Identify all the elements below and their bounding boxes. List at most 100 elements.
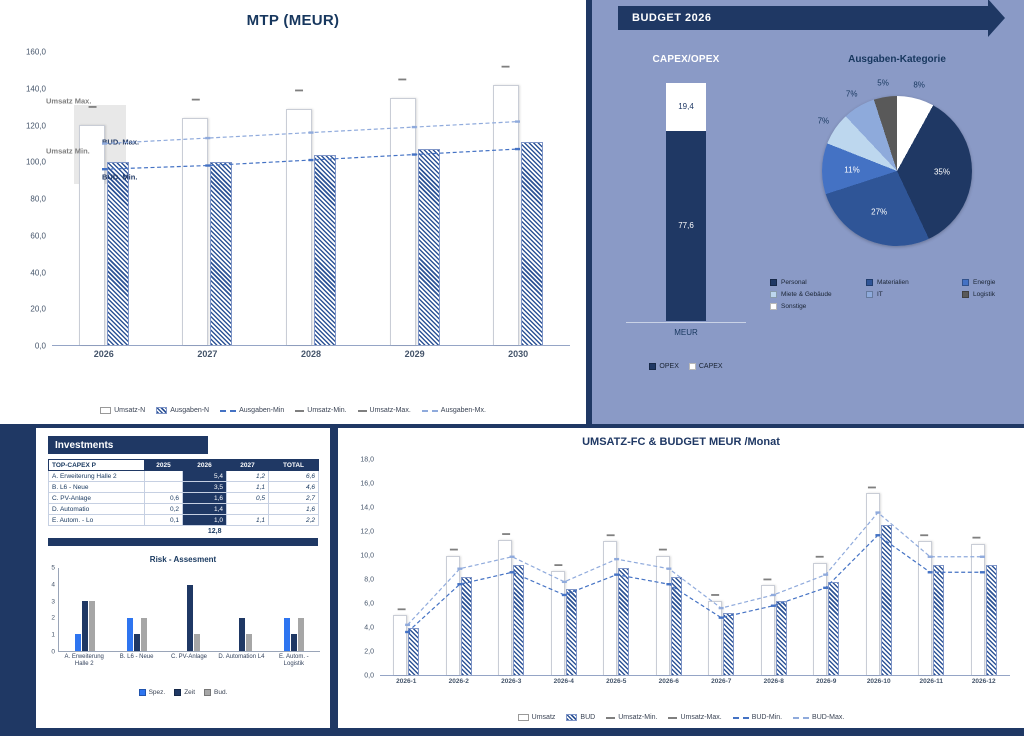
legend-label: Energie (973, 279, 996, 286)
table-cell[interactable]: 4,6 (268, 481, 319, 493)
bar-spez- (127, 617, 134, 651)
x-category-label: E. Autom. - Logistik (278, 654, 309, 667)
ausgaben-pie-chart[interactable]: 8% 35% 27% 11% 7% 7% 5% (790, 73, 1004, 269)
table-cell[interactable]: 0,6 (144, 492, 183, 504)
column-header[interactable]: 2025 (144, 459, 183, 471)
table-cell[interactable]: 1,1 (226, 481, 269, 493)
y-tick-label: 10,0 (360, 552, 374, 560)
x-category-label: 2026-12 (971, 678, 996, 685)
table-cell[interactable]: 0,2 (144, 503, 183, 515)
legend-swatch (174, 689, 182, 696)
table-row: D. Automatio 0,2 1,4 1,6 (48, 503, 319, 515)
capex-opex-chart[interactable]: 19,4 77,6 (666, 83, 706, 321)
table-cell[interactable]: 2,2 (268, 514, 319, 526)
pie-slice-label: 8% (913, 80, 925, 90)
table-cell[interactable]: 1,6 (268, 503, 319, 515)
legend-swatch (566, 714, 578, 721)
column-header[interactable]: TOP-CAPEX P (48, 459, 145, 471)
x-category-label: 2026-6 (658, 678, 679, 685)
legend-label: Bud. (214, 689, 228, 696)
total-cell[interactable] (227, 526, 269, 537)
total-cell[interactable] (269, 526, 319, 537)
y-tick-label: 160,0 (25, 47, 46, 57)
table-cell[interactable] (144, 470, 183, 482)
legend-label: Logistik (973, 291, 996, 298)
mtp-chart[interactable]: 0,0 20,0 40,0 60,0 80,0 100,0 120,0 140,0 160,0 U… (16, 48, 570, 364)
table-cell[interactable]: A. Erweiterung Halle 2 (48, 470, 145, 482)
risk-title: Risk - Assesment (149, 555, 217, 564)
column-header[interactable]: TOTAL (268, 459, 319, 471)
pie-slice-label: 7% (845, 89, 858, 99)
table-cell[interactable]: D. Automatio (48, 503, 145, 515)
line-overlay (397, 486, 985, 634)
table-row: B. L6 - Neue 3,5 1,1 4,6 (48, 481, 319, 493)
risk-assessment-chart[interactable]: 0 1 2 3 4 5 A. Erweiterung Halle 2 B. L6 - Neue… (42, 565, 320, 686)
bar-bud (670, 577, 682, 675)
column-header[interactable]: 2026 (182, 459, 227, 471)
bar-bud (985, 565, 997, 675)
x-category-label: D. Automation L4 (218, 654, 265, 660)
bars (380, 460, 1010, 675)
x-category-label: 2027 (197, 349, 218, 359)
investments-title-bar: Investments (48, 436, 208, 454)
x-category-label: C. PV-Anlage (171, 654, 208, 660)
investments-title: Investments (55, 439, 114, 451)
x-category-label: 2026 (93, 349, 114, 359)
table-cell[interactable]: 1,2 (226, 470, 269, 482)
bar-group (853, 460, 906, 675)
table-cell[interactable] (144, 481, 183, 493)
bar-umsatz-n (182, 117, 209, 345)
table-cell[interactable]: 1,4 (182, 503, 227, 515)
table-cell[interactable]: 5,4 (182, 470, 227, 482)
table-cell[interactable]: B. L6 - Neue (48, 481, 145, 493)
x-category-label: 2028 (300, 349, 321, 359)
legend-swatch (962, 291, 969, 298)
legend-item: Umsatz-Min. (295, 407, 347, 414)
plot-area (58, 568, 320, 652)
table-cell[interactable]: 0,1 (144, 514, 183, 526)
bar-umsatz (393, 615, 408, 675)
table-cell[interactable]: 1,1 (226, 514, 269, 526)
legend-item: Umsatz-N (100, 407, 145, 414)
table-cell[interactable] (226, 503, 269, 515)
legend-swatch (100, 407, 112, 414)
pie-slice-label: 5% (877, 78, 889, 88)
table-cell[interactable]: 6,6 (268, 470, 319, 482)
column-header[interactable]: 2027 (226, 459, 269, 471)
bar-ausgaben-n (313, 154, 336, 345)
y-tick-label: 0,0 (34, 341, 46, 351)
bar-umsatz (603, 541, 618, 675)
legend-item: BUD (566, 714, 595, 721)
y-tick-label: 140,0 (25, 84, 46, 94)
table-cell[interactable]: 1,0 (182, 514, 227, 526)
legend-item: Umsatz-Min. (606, 714, 657, 721)
top-capex-table[interactable]: TOP-CAPEX P 2025 2026 2027 TOTAL A. Erweiteru… (48, 459, 319, 536)
table-cell[interactable]: 2,7 (268, 492, 319, 504)
bar-zeit (290, 634, 297, 651)
y-tick-label: 12,0 (360, 528, 374, 536)
y-axis: 0 1 2 3 4 5 (42, 565, 58, 656)
legend-swatch (204, 689, 212, 696)
table-cell[interactable]: 3,5 (182, 481, 227, 493)
table-cell[interactable]: E. Autom. - Lo (48, 514, 145, 526)
budget-banner-label: BUDGET 2026 (632, 12, 712, 24)
pie-graphic (822, 96, 972, 246)
table-cell[interactable]: C. PV-Anlage (48, 492, 145, 504)
bar-group (111, 568, 163, 651)
bar-umsatz (970, 543, 985, 675)
legend-label: OPEX (659, 363, 679, 370)
umsatz-budget-chart[interactable]: 0,0 2,0 4,0 6,0 8,0 10,0 12,0 14,0 16,0 18,0 2026-… (350, 457, 1010, 690)
y-tick-label: 100,0 (25, 157, 46, 167)
total-cell[interactable]: 12,8 (207, 527, 222, 535)
bar-umsatz-n (389, 97, 416, 345)
bar-zeit (238, 617, 245, 651)
legend-swatch (357, 409, 367, 412)
plot-row: 0,0 20,0 40,0 60,0 80,0 100,0 120,0 140,0 160,0 U… (16, 48, 570, 351)
table-cell[interactable]: 0,5 (226, 492, 269, 504)
y-tick-label: 1 (51, 631, 55, 639)
total-cell[interactable] (49, 526, 145, 537)
x-category-label: 2026-5 (606, 678, 627, 685)
y-tick-label: 2,0 (364, 648, 374, 656)
total-cell[interactable] (145, 526, 183, 537)
table-cell[interactable]: 1,6 (182, 492, 227, 504)
